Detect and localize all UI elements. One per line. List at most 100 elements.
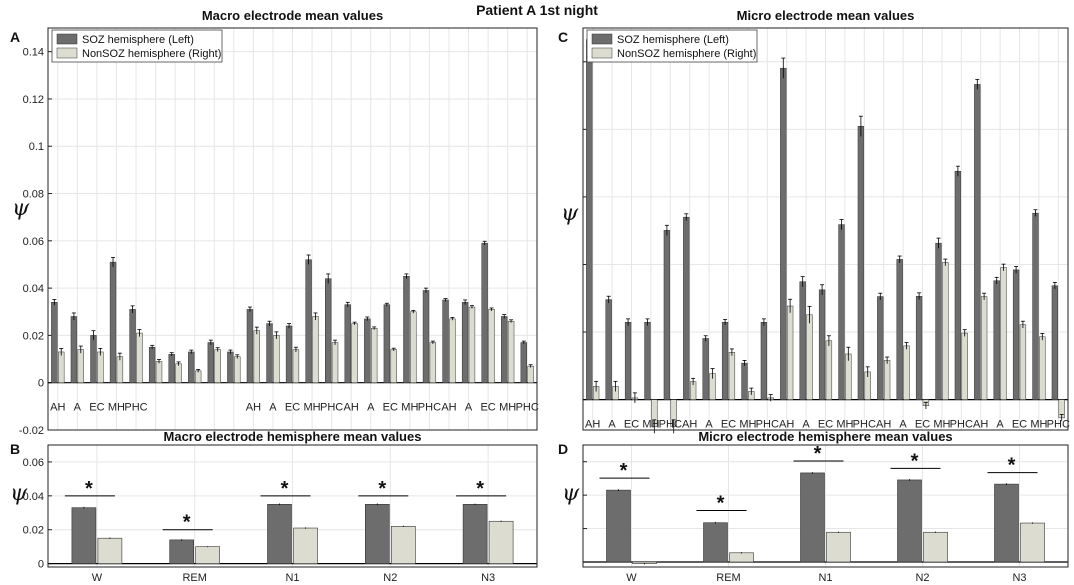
x-region-label: EC bbox=[480, 402, 495, 414]
y-tick-label: 0.14 bbox=[23, 47, 44, 59]
x-region-label: EC bbox=[818, 419, 833, 431]
significance-star: * bbox=[281, 478, 289, 500]
legend-label-nonsoz: NonSOZ hemisphere (Right) bbox=[617, 48, 756, 60]
bar-soz bbox=[383, 304, 391, 383]
y-tick-label: 0 bbox=[38, 378, 44, 390]
bar-soz bbox=[974, 84, 981, 400]
bar-soz bbox=[109, 261, 117, 383]
x-tick-label: N1 bbox=[285, 572, 299, 584]
x-region-label: PHC bbox=[853, 419, 876, 431]
bar-soz bbox=[442, 299, 449, 383]
bar-nonsoz bbox=[507, 320, 515, 383]
x-region-label: AH bbox=[344, 402, 359, 414]
axes-frame bbox=[47, 27, 538, 431]
legend-swatch-nonsoz bbox=[56, 47, 78, 59]
bar-nonsoz bbox=[292, 349, 300, 383]
x-region-label: PHC bbox=[124, 402, 147, 414]
chart-title: Macro electrode mean values bbox=[202, 8, 383, 23]
y-tick-label: 0.1 bbox=[29, 141, 44, 153]
y-axis-label: ψ bbox=[10, 481, 28, 506]
bar-soz bbox=[305, 259, 312, 383]
bar-nonsoz bbox=[351, 323, 358, 383]
bar-nonsoz bbox=[331, 342, 339, 383]
legend: SOZ hemisphere (Left) NonSOZ hemisphere (… bbox=[51, 29, 223, 63]
axes-frame bbox=[582, 444, 1069, 568]
bar-soz bbox=[207, 342, 215, 383]
bar-nonsoz bbox=[729, 552, 754, 563]
bar-nonsoz bbox=[903, 345, 910, 400]
x-region-label: A bbox=[269, 402, 277, 414]
bar-nonsoz bbox=[961, 332, 968, 400]
y-tick-label: 0.04 bbox=[23, 491, 44, 503]
x-region-label: MH bbox=[642, 419, 659, 431]
bar-nonsoz bbox=[449, 318, 456, 383]
x-region-label: PHC bbox=[1047, 419, 1070, 431]
x-region-label: EC bbox=[721, 419, 736, 431]
significance-star: * bbox=[476, 478, 484, 500]
x-region-label: PHC bbox=[418, 402, 441, 414]
legend-label-nonsoz: NonSOZ hemisphere (Right) bbox=[82, 48, 221, 60]
bar-nonsoz bbox=[1000, 267, 1007, 400]
y-tick-label: -0.02 bbox=[19, 425, 44, 437]
bar-nonsoz bbox=[370, 328, 378, 383]
chart-title: Micro electrode hemisphere mean values bbox=[698, 429, 952, 444]
bar-nonsoz bbox=[58, 351, 65, 383]
significance-star: * bbox=[183, 512, 191, 534]
x-tick-label: REM bbox=[182, 572, 206, 584]
bar-soz bbox=[501, 316, 508, 383]
bar-nonsoz bbox=[97, 537, 123, 564]
bar-soz bbox=[954, 170, 962, 400]
y-axis-label: ψ bbox=[562, 481, 580, 506]
panel-a-macro-mean: Macro electrode mean values Aψ -0.02 0 0.02 0… bbox=[10, 8, 539, 437]
bar-soz bbox=[915, 295, 923, 400]
x-tick-label: N3 bbox=[481, 572, 495, 584]
bar-soz bbox=[780, 67, 787, 400]
bar-soz bbox=[799, 281, 806, 400]
bar-soz bbox=[344, 304, 351, 383]
x-region-label: EC bbox=[624, 419, 639, 431]
bar-soz bbox=[403, 276, 410, 383]
bar-nonsoz bbox=[175, 363, 182, 383]
bar-nonsoz bbox=[390, 349, 397, 383]
bar-soz bbox=[169, 539, 194, 564]
panel-label: C bbox=[558, 29, 568, 45]
bar-nonsoz bbox=[293, 527, 318, 564]
bar-nonsoz bbox=[923, 531, 948, 563]
significance-star: * bbox=[378, 478, 386, 500]
bar-soz bbox=[993, 280, 1000, 400]
bar-soz bbox=[683, 216, 690, 400]
x-region-label: PHC bbox=[756, 419, 779, 431]
legend-swatch-soz bbox=[591, 33, 613, 45]
bar-soz bbox=[624, 321, 632, 400]
chart-title: Macro electrode hemisphere mean values bbox=[164, 429, 422, 444]
bar-soz bbox=[838, 224, 845, 400]
bar-soz bbox=[1012, 269, 1020, 400]
bar-soz bbox=[702, 338, 709, 400]
x-tick-label: W bbox=[92, 572, 103, 584]
bar-soz bbox=[129, 309, 136, 383]
bar-soz bbox=[266, 323, 273, 383]
bar-soz bbox=[188, 351, 195, 383]
y-tick-label: 0.06 bbox=[23, 236, 44, 248]
bar-soz bbox=[703, 522, 728, 563]
bar-soz bbox=[857, 126, 865, 400]
x-region-label: AH bbox=[779, 419, 794, 431]
bar-nonsoz bbox=[390, 526, 416, 564]
chart-title: Micro electrode mean values bbox=[737, 8, 915, 23]
bar-soz bbox=[800, 472, 825, 563]
bar-soz bbox=[481, 242, 488, 383]
bar-soz bbox=[644, 321, 651, 400]
bar-soz bbox=[364, 504, 390, 564]
bar-soz bbox=[168, 354, 175, 383]
x-region-label: A bbox=[74, 402, 82, 414]
bar-soz bbox=[935, 242, 942, 400]
panel-label: B bbox=[10, 441, 20, 457]
x-tick-label: W bbox=[626, 572, 637, 584]
bar-soz bbox=[70, 316, 78, 383]
bar-nonsoz bbox=[312, 316, 319, 383]
x-region-label: AH bbox=[876, 419, 891, 431]
bar-soz bbox=[285, 325, 293, 383]
x-region-label: A bbox=[705, 419, 713, 431]
